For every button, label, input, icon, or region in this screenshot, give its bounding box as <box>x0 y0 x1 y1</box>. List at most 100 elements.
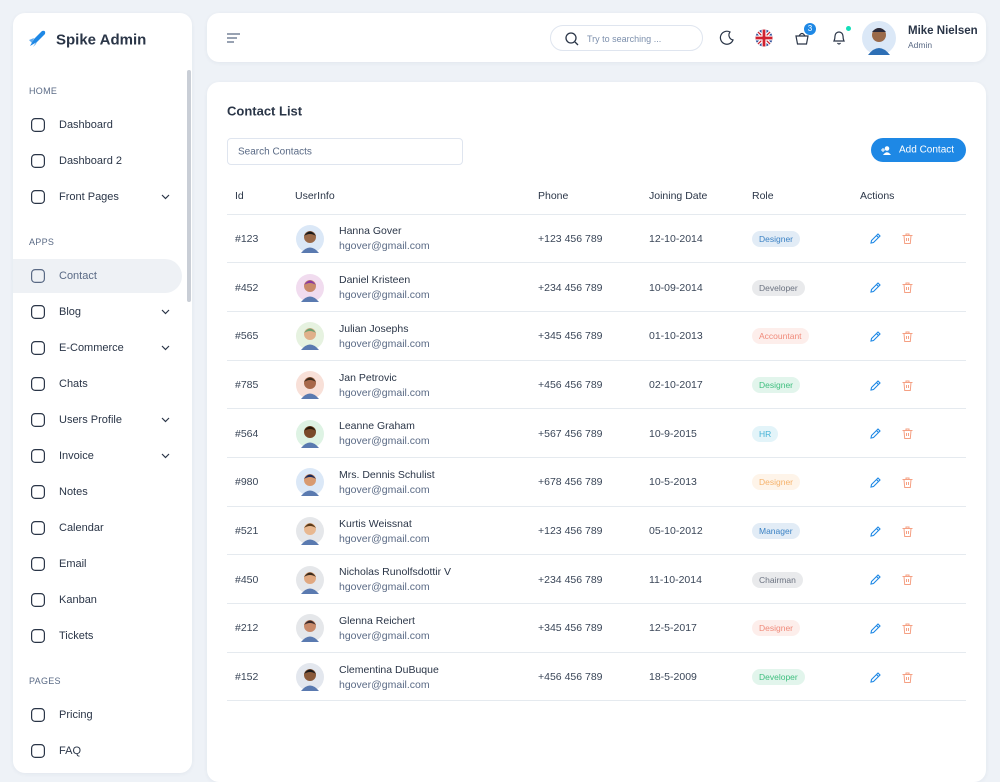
nav-item[interactable]: Front Pages <box>13 180 182 214</box>
avatar-body <box>301 344 319 351</box>
nav-item[interactable]: Pricing <box>13 698 182 732</box>
nav-chevron-shape <box>161 453 170 459</box>
column-header: Joining Date <box>649 190 708 202</box>
edit-button[interactable] <box>870 428 881 439</box>
delete-icon <box>902 574 913 586</box>
column-header: UserInfo <box>295 190 335 202</box>
nav-chevron <box>161 417 170 423</box>
nav-item[interactable]: Email <box>13 547 182 581</box>
avatar-hair <box>304 669 316 675</box>
nav-icon-shape <box>31 744 46 759</box>
role-badge: Chairman <box>752 571 803 588</box>
contact-id: #450 <box>235 573 259 586</box>
contact-row: #565 Julian Josephs hgover@gmail.com +345 4… <box>207 312 986 361</box>
edit-button[interactable] <box>870 477 881 488</box>
edit-button[interactable] <box>870 331 881 342</box>
menu-toggle[interactable] <box>227 33 241 43</box>
delete-button[interactable] <box>902 623 913 634</box>
delete-button[interactable] <box>902 428 913 440</box>
nav-label: Blog <box>59 306 82 318</box>
nav-icon-shape <box>31 708 46 723</box>
edit-button[interactable] <box>870 379 881 391</box>
delete-button[interactable] <box>902 282 913 294</box>
edit-button[interactable] <box>870 525 881 537</box>
contact-date: 01-10-2013 <box>649 330 703 343</box>
nav-icon <box>31 377 46 392</box>
language-flag[interactable] <box>755 29 773 47</box>
nav-label: Contact <box>59 270 97 282</box>
contact-row: #521 Kurtis Weissnat hgover@gmail.com +123 … <box>207 507 986 556</box>
sidebar: Spike Admin HOME Dashboard Dashboard 2 Fron… <box>13 13 192 773</box>
contact-email: hgover@gmail.com <box>339 483 430 496</box>
contact-name: Daniel Kristeen <box>339 274 411 287</box>
user-name: Mike Nielsen <box>908 25 978 37</box>
edit-button[interactable] <box>870 623 881 634</box>
nav-label: Dashboard 2 <box>59 155 122 167</box>
edit-icon <box>870 428 881 439</box>
edit-button[interactable] <box>870 282 881 293</box>
delete-button[interactable] <box>902 672 913 683</box>
nav-item[interactable]: Kanban <box>13 583 182 617</box>
nav-item[interactable]: FAQ <box>13 734 182 768</box>
delete-button[interactable] <box>902 233 913 245</box>
role-badge: Manager <box>752 523 800 539</box>
edit-icon <box>870 477 881 488</box>
delete-button[interactable] <box>902 380 913 391</box>
user-avatar[interactable] <box>862 21 896 55</box>
nav-label: Email <box>59 558 87 570</box>
role-badge: Accountant <box>752 328 809 345</box>
row-divider <box>227 457 966 458</box>
delete-icon <box>902 331 913 342</box>
contact-phone: +678 456 789 <box>538 476 603 489</box>
nav-item[interactable]: Dashboard 2 <box>13 144 182 178</box>
nav-icon-shape <box>31 449 46 464</box>
contact-name: Julian Josephs <box>339 322 409 335</box>
nav-item[interactable]: Notes <box>13 475 182 509</box>
contact-phone: +123 456 789 <box>538 232 603 245</box>
nav-item[interactable]: Contact <box>13 259 182 293</box>
contact-avatar <box>296 371 324 399</box>
edit-button[interactable] <box>870 233 881 245</box>
nav-item[interactable]: Invoice <box>13 439 182 473</box>
contact-id: #452 <box>235 281 259 294</box>
contact-search[interactable]: Search Contacts <box>227 138 463 165</box>
add-contact-button[interactable]: Add Contact <box>871 138 966 162</box>
header-search[interactable]: Try to searching ... <box>550 25 703 51</box>
contact-name: Jan Petrovic <box>339 371 397 384</box>
nav-item[interactable]: Users Profile <box>13 403 182 437</box>
nav-icon-shape <box>31 190 46 205</box>
delete-button[interactable] <box>902 331 913 342</box>
contact-id: #152 <box>235 671 259 684</box>
nav-item[interactable]: Tickets <box>13 619 182 653</box>
delete-button[interactable] <box>902 477 913 488</box>
delete-button[interactable] <box>902 574 913 586</box>
nav-icon <box>31 708 46 723</box>
nav-item[interactable]: Calendar <box>13 511 182 545</box>
contact-date: 12-10-2014 <box>649 232 703 245</box>
cart-icon[interactable] <box>795 31 809 45</box>
theme-toggle[interactable] <box>719 30 734 45</box>
edit-icon <box>870 331 881 342</box>
nav-item[interactable]: Chats <box>13 367 182 401</box>
nav-icon <box>31 154 46 169</box>
nav-item[interactable]: Dashboard <box>13 108 182 142</box>
contact-name: Leanne Graham <box>339 420 415 433</box>
nav-chevron <box>161 309 170 315</box>
contact-email: hgover@gmail.com <box>339 581 430 594</box>
contact-email: hgover@gmail.com <box>339 337 430 350</box>
nav-item[interactable]: E-Commerce <box>13 331 182 365</box>
avatar-hair <box>304 426 316 431</box>
contact-email: hgover@gmail.com <box>339 678 430 691</box>
avatar-hair <box>304 231 316 236</box>
role-badge: Designer <box>752 377 801 393</box>
delete-button[interactable] <box>902 526 913 537</box>
edit-button[interactable] <box>870 574 881 585</box>
nav-label: Users Profile <box>59 414 122 426</box>
nav-item[interactable]: Blog <box>13 295 182 329</box>
edit-button[interactable] <box>870 671 881 683</box>
nav-label: Invoice <box>59 450 94 462</box>
contact-row: #452 Daniel Kristeen hgover@gmail.com +234 … <box>207 263 986 312</box>
contact-date: 05-10-2012 <box>649 525 703 537</box>
notification-icon[interactable] <box>832 30 846 45</box>
avatar-body <box>301 393 319 399</box>
